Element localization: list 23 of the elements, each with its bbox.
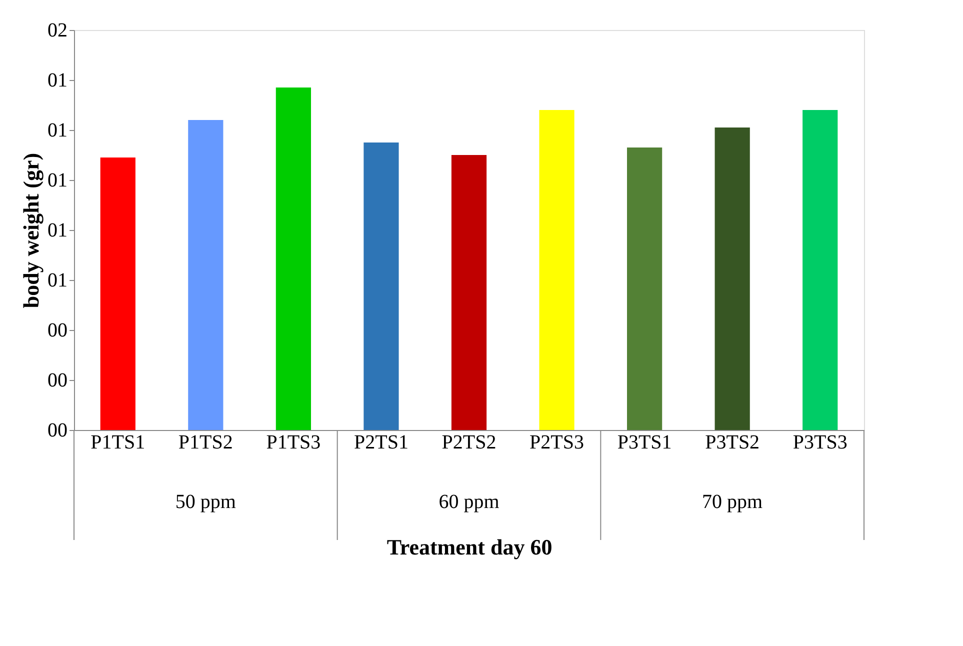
x-axis-title: Treatment day 60 (386, 534, 552, 560)
x-tick-label: P2TS2 (442, 432, 496, 454)
y-tick-label: 01 (48, 120, 68, 142)
text: 60 ppm (438, 491, 500, 513)
x-tick-label: P2TS1 (354, 432, 408, 454)
y-tick-label: 00 (48, 320, 68, 342)
y-tick-label: 01 (48, 70, 68, 92)
y-tick-label: 00 (48, 370, 68, 392)
x-tick-label: P1TS1 (90, 432, 146, 454)
y-tick-label: 01 (48, 170, 68, 192)
x-tick-label: P3TS3 (792, 432, 848, 454)
y-tick-label: 00 (48, 420, 68, 442)
y-tick-label: 01 (48, 220, 68, 242)
y-tick-label: 01 (48, 270, 68, 292)
text: 70 ppm (702, 491, 764, 513)
x-tick-label: P1TS2 (178, 432, 233, 454)
x-tick-label: P3TS2 (705, 432, 760, 454)
y-tick-label: 02 (48, 20, 68, 42)
x-tick-label: P3TS1 (617, 432, 672, 454)
x-tick-label: P2TS3 (530, 432, 584, 454)
y-axis-title: body weight (gr) (18, 152, 44, 308)
text: 50 ppm (175, 491, 236, 513)
x-tick-label: P1TS3 (266, 432, 321, 454)
